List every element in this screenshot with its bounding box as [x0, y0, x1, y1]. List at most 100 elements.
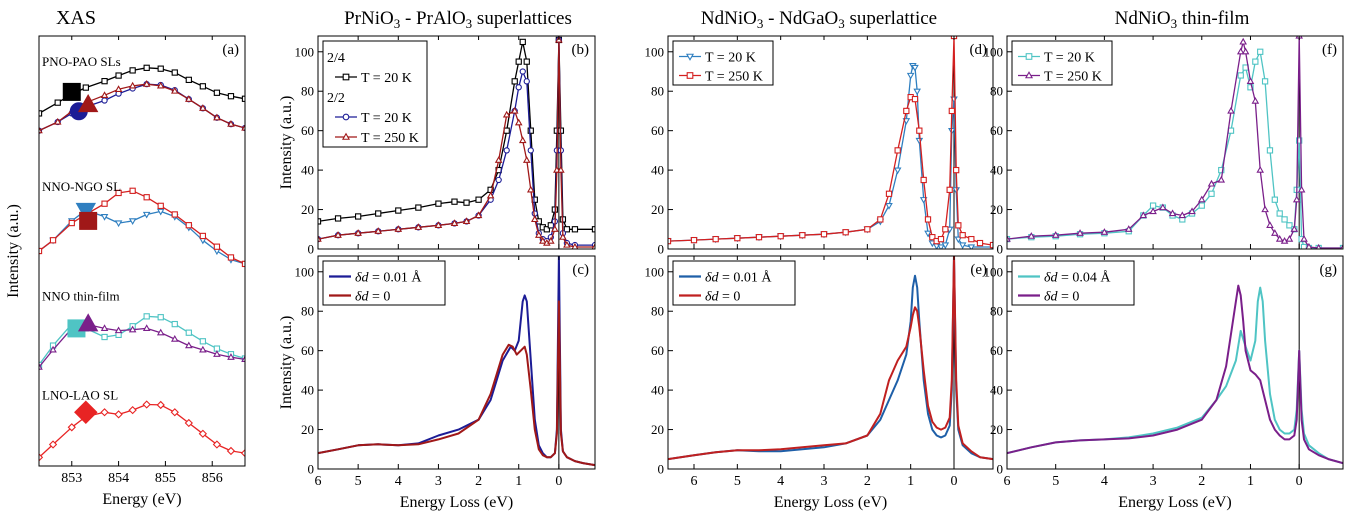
data-point	[101, 333, 108, 341]
x-axis-label: Energy (eV)	[102, 491, 181, 508]
data-point	[551, 225, 559, 232]
data-point	[519, 68, 526, 75]
plot-area	[39, 64, 245, 462]
data-point	[924, 216, 932, 223]
axes-frame	[38, 35, 246, 467]
data-point	[1305, 242, 1313, 249]
data-point	[463, 199, 470, 206]
panel-label: (g)	[1320, 262, 1338, 278]
data-point	[227, 120, 235, 127]
data-point	[143, 313, 150, 320]
x-tick-label: 3	[435, 474, 442, 489]
data-point	[526, 185, 535, 193]
data-point	[156, 81, 165, 89]
data-point	[518, 136, 527, 144]
legend-label: T = 250 K	[1044, 70, 1102, 85]
data-point	[53, 117, 62, 125]
data-point	[157, 65, 164, 72]
edge-marker	[62, 82, 81, 101]
data-point	[547, 237, 555, 244]
data-point	[1051, 231, 1060, 238]
data-point	[156, 208, 165, 216]
legend-label: δd = 0	[355, 290, 390, 305]
data-point	[1261, 205, 1269, 213]
data-point	[474, 211, 483, 219]
panel-label: (c)	[572, 262, 589, 278]
data-point	[894, 147, 901, 154]
data-point	[948, 107, 955, 115]
y-tick-label: 80	[990, 304, 1003, 319]
data-point	[199, 232, 207, 240]
data-point	[527, 127, 534, 134]
data-point	[1168, 209, 1177, 217]
legend-marker	[342, 73, 350, 81]
data-point	[226, 446, 236, 456]
data-point	[1007, 235, 1011, 242]
data-point	[170, 86, 179, 94]
data-point	[1178, 211, 1187, 219]
data-point	[1236, 47, 1245, 55]
data-point	[49, 345, 57, 353]
data-point	[170, 408, 179, 417]
data-point	[527, 147, 534, 154]
data-point	[213, 243, 221, 250]
data-point	[1276, 210, 1283, 217]
data-point	[415, 204, 422, 211]
data-point	[864, 226, 871, 233]
data-point	[486, 191, 495, 199]
data-point	[318, 235, 322, 242]
data-point	[156, 400, 165, 410]
edge-marker	[77, 94, 99, 113]
data-point	[799, 232, 806, 239]
y-tick-label: 20	[301, 422, 314, 437]
data-point	[903, 107, 910, 115]
data-point	[185, 329, 192, 336]
data-point	[1198, 202, 1205, 209]
data-point	[959, 232, 966, 239]
x-tick-label: 3	[1150, 474, 1157, 489]
data-point	[1271, 229, 1279, 236]
data-point	[82, 84, 89, 91]
y-tick-label: 100	[984, 44, 1004, 59]
x-tick-label: 2	[1198, 474, 1205, 489]
y-tick-label: 20	[990, 202, 1003, 217]
x-tick-label: 5	[355, 474, 362, 489]
data-point	[49, 237, 57, 244]
y-tick-label: 40	[990, 383, 1003, 398]
series-line-4	[39, 190, 245, 265]
panel-label: (e)	[970, 262, 987, 278]
legend-marker	[686, 72, 694, 79]
data-point	[1252, 58, 1259, 65]
data-point	[129, 187, 136, 194]
data-point	[820, 231, 828, 238]
data-point	[156, 328, 165, 336]
sample-label: PNO-PAO SLs	[42, 54, 121, 69]
data-point	[115, 189, 122, 197]
data-point	[213, 89, 221, 96]
data-point	[976, 239, 984, 247]
data-point	[414, 223, 423, 230]
data-point	[511, 78, 518, 85]
y-tick-label: 0	[658, 462, 665, 477]
edge-marker	[75, 202, 97, 221]
x-axis-label: Energy Loss (eV)	[400, 494, 513, 511]
x-tick-label: 854	[108, 471, 129, 486]
data-point	[213, 113, 221, 121]
data-point	[100, 213, 109, 221]
data-point	[1027, 232, 1036, 239]
data-point	[877, 216, 884, 223]
y-tick-label: 60	[990, 123, 1003, 138]
data-point	[1266, 221, 1274, 228]
data-point	[1296, 137, 1303, 144]
sample-label: NNO-NGO SL	[42, 179, 121, 194]
data-point	[911, 95, 919, 103]
data-point	[1290, 225, 1299, 232]
y-tick-label: 60	[990, 343, 1003, 358]
x-axis-label: Energy Loss (eV)	[774, 494, 887, 511]
x-tick-label: 4	[395, 474, 402, 489]
data-point	[185, 76, 192, 84]
data-point	[1251, 96, 1260, 104]
data-point	[114, 220, 123, 228]
